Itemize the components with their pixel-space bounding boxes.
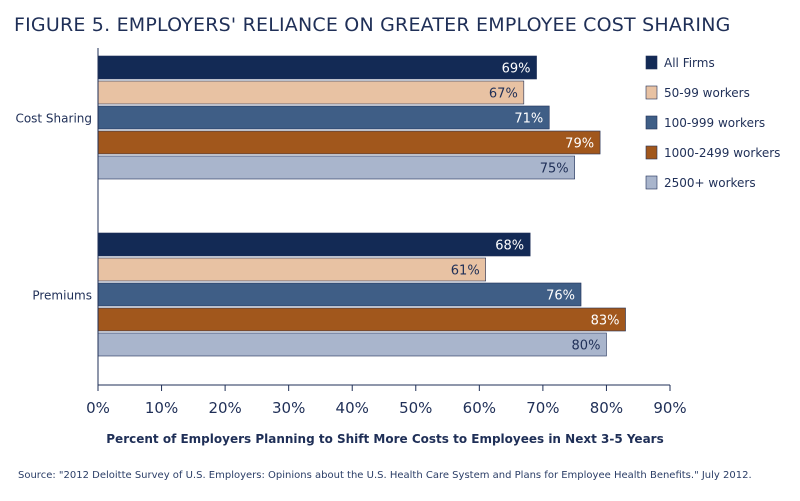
legend-swatch	[645, 145, 658, 160]
bar-value-label: 75%	[540, 162, 569, 177]
legend-label: 1000-2499 workers	[664, 146, 780, 160]
bar	[97, 282, 582, 307]
legend-label: All Firms	[664, 56, 715, 70]
bar-value-label: 76%	[546, 289, 575, 304]
x-axis-label: Percent of Employers Planning to Shift M…	[106, 432, 663, 446]
x-tick-label: 30%	[272, 399, 305, 417]
category-label: Premiums	[32, 289, 92, 303]
x-tick-label: 60%	[463, 399, 496, 417]
bar-value-label: 79%	[565, 137, 594, 152]
bars-group: Cost Sharing 69% 67% 71% 79% 75% Premiums 68% 61…	[15, 55, 626, 357]
x-tick-label: 40%	[336, 399, 369, 417]
bar-value-label: 71%	[514, 112, 543, 127]
bar	[97, 257, 486, 282]
legend-swatch	[645, 55, 658, 70]
bar-value-label: 83%	[591, 314, 620, 329]
bar	[97, 232, 531, 257]
legend-label: 50-99 workers	[664, 86, 750, 100]
x-tick-label: 80%	[590, 399, 623, 417]
x-tick-label: 0%	[86, 399, 110, 417]
x-axis: 0% 10% 20% 30% 40% 50% 60% 70% 80% 90%	[86, 48, 687, 417]
bar	[97, 105, 550, 130]
bar	[97, 332, 607, 357]
legend-swatch	[645, 115, 658, 130]
bar-value-label: 67%	[489, 87, 518, 102]
x-tick-label: 50%	[399, 399, 432, 417]
bar-value-label: 80%	[572, 339, 601, 354]
source-note: Source: "2012 Deloitte Survey of U.S. Em…	[18, 470, 752, 481]
x-tick-label: 90%	[653, 399, 686, 417]
x-tick-label: 20%	[208, 399, 241, 417]
bar-value-label: 69%	[502, 62, 531, 77]
legend-label: 2500+ workers	[664, 176, 756, 190]
bar-value-label: 68%	[495, 239, 524, 254]
category-label: Cost Sharing	[15, 112, 92, 126]
bar	[97, 155, 575, 180]
x-tick-label: 10%	[145, 399, 178, 417]
legend: All Firms 50-99 workers 100-999 workers 100…	[645, 55, 780, 190]
bar-value-label: 61%	[451, 264, 480, 279]
legend-label: 100-999 workers	[664, 116, 765, 130]
bar	[97, 307, 626, 332]
bar	[97, 80, 525, 105]
legend-swatch	[645, 175, 658, 190]
x-tick-label: 70%	[526, 399, 559, 417]
chart-title: FIGURE 5. EMPLOYERS' RELIANCE ON GREATER…	[14, 14, 731, 36]
bar	[97, 55, 537, 80]
bar	[97, 130, 601, 155]
legend-swatch	[645, 85, 658, 100]
